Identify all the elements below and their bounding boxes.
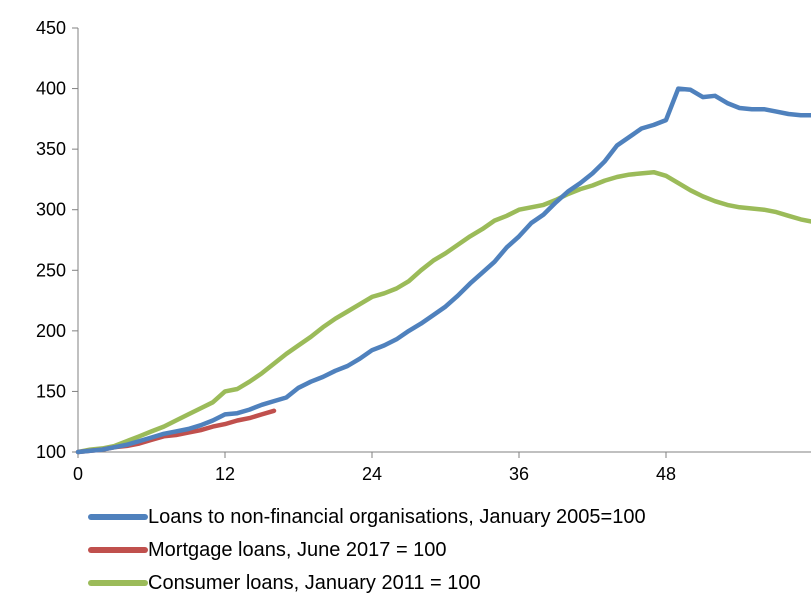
- x-axis-tick-labels: 0 12 24 36 48: [73, 464, 676, 484]
- legend-swatch-1: [88, 546, 148, 553]
- series-line-2: [75, 169, 811, 455]
- legend-label-1: Mortgage loans, June 2017 = 100: [148, 538, 447, 561]
- line-chart: 100 150 200 250 300 350 400 450 0 12 24 36 48: [36, 18, 811, 484]
- series-line-0: [75, 86, 811, 455]
- legend-item-2: Consumer loans, January 2011 = 100: [88, 566, 646, 599]
- legend-item-1: Mortgage loans, June 2017 = 100: [88, 533, 646, 566]
- chart-axes: [72, 27, 811, 458]
- y-tick-label: 150: [36, 381, 66, 401]
- legend-label-0: Loans to non-financial organisations, Ja…: [148, 505, 646, 528]
- y-tick-label: 200: [36, 321, 66, 341]
- x-tick-label: 0: [73, 464, 83, 484]
- x-tick-label: 36: [509, 464, 529, 484]
- chart-series-layer: [75, 86, 811, 455]
- y-tick-label: 350: [36, 139, 66, 159]
- legend-item-0: Loans to non-financial organisations, Ja…: [88, 500, 646, 533]
- y-tick-label: 300: [36, 200, 66, 220]
- y-tick-label: 250: [36, 260, 66, 280]
- legend-swatch-0: [88, 513, 148, 520]
- y-tick-label: 100: [36, 442, 66, 462]
- legend-swatch-2: [88, 579, 148, 586]
- legend-label-2: Consumer loans, January 2011 = 100: [148, 571, 481, 594]
- y-tick-label: 400: [36, 79, 66, 99]
- x-tick-label: 12: [215, 464, 235, 484]
- y-axis-tick-labels: 100 150 200 250 300 350 400 450: [36, 18, 66, 462]
- chart-legend: Loans to non-financial organisations, Ja…: [88, 500, 646, 599]
- x-tick-label: 24: [362, 464, 382, 484]
- y-tick-label: 450: [36, 18, 66, 38]
- x-tick-label: 48: [656, 464, 676, 484]
